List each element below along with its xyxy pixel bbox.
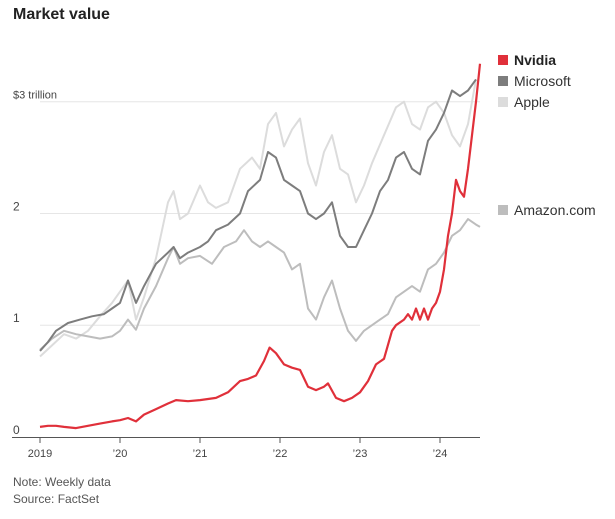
- x-tick-label: 2019: [28, 448, 52, 460]
- legend-label-apple: Apple: [514, 94, 550, 110]
- x-tick-label: ’22: [273, 448, 288, 460]
- x-tick-label: ’20: [113, 448, 128, 460]
- source-text: Source: FactSet: [13, 492, 100, 506]
- series-line-microsoft: [39, 78, 477, 352]
- legend-label-microsoft: Microsoft: [514, 73, 571, 89]
- axis-layer: 0 1 2 $3 trillion 2019 ’20 ’21 ’22 ’23 ’24: [12, 90, 480, 460]
- series-line-apple: [39, 79, 477, 358]
- legend-swatch-nvidia: [498, 55, 508, 65]
- y-tick-label: 0: [13, 423, 20, 437]
- x-tick-label: ’23: [353, 448, 368, 460]
- grid-layer: [40, 101, 480, 326]
- legend-swatch-apple: [498, 97, 508, 107]
- x-tick-label: ’21: [193, 448, 208, 460]
- legend-swatch-amazon-com: [498, 205, 508, 215]
- series-layer: [39, 63, 482, 430]
- y-tick-label: 2: [13, 199, 20, 213]
- y-tick-label: $3 trillion: [13, 90, 57, 102]
- legend-label-nvidia: Nvidia: [514, 52, 556, 68]
- legend-swatch-microsoft: [498, 76, 508, 86]
- y-tick-label: 1: [13, 311, 20, 325]
- series-line-nvidia: [39, 63, 482, 430]
- series-line-amazon-com: [39, 218, 481, 351]
- note-text: Note: Weekly data: [13, 475, 111, 489]
- x-tick-label: ’24: [433, 448, 448, 460]
- legend-layer: Nvidia Microsoft Apple Amazon.com: [498, 52, 596, 218]
- chart-title: Market value: [13, 6, 110, 23]
- legend-label-amazon-com: Amazon.com: [514, 202, 596, 218]
